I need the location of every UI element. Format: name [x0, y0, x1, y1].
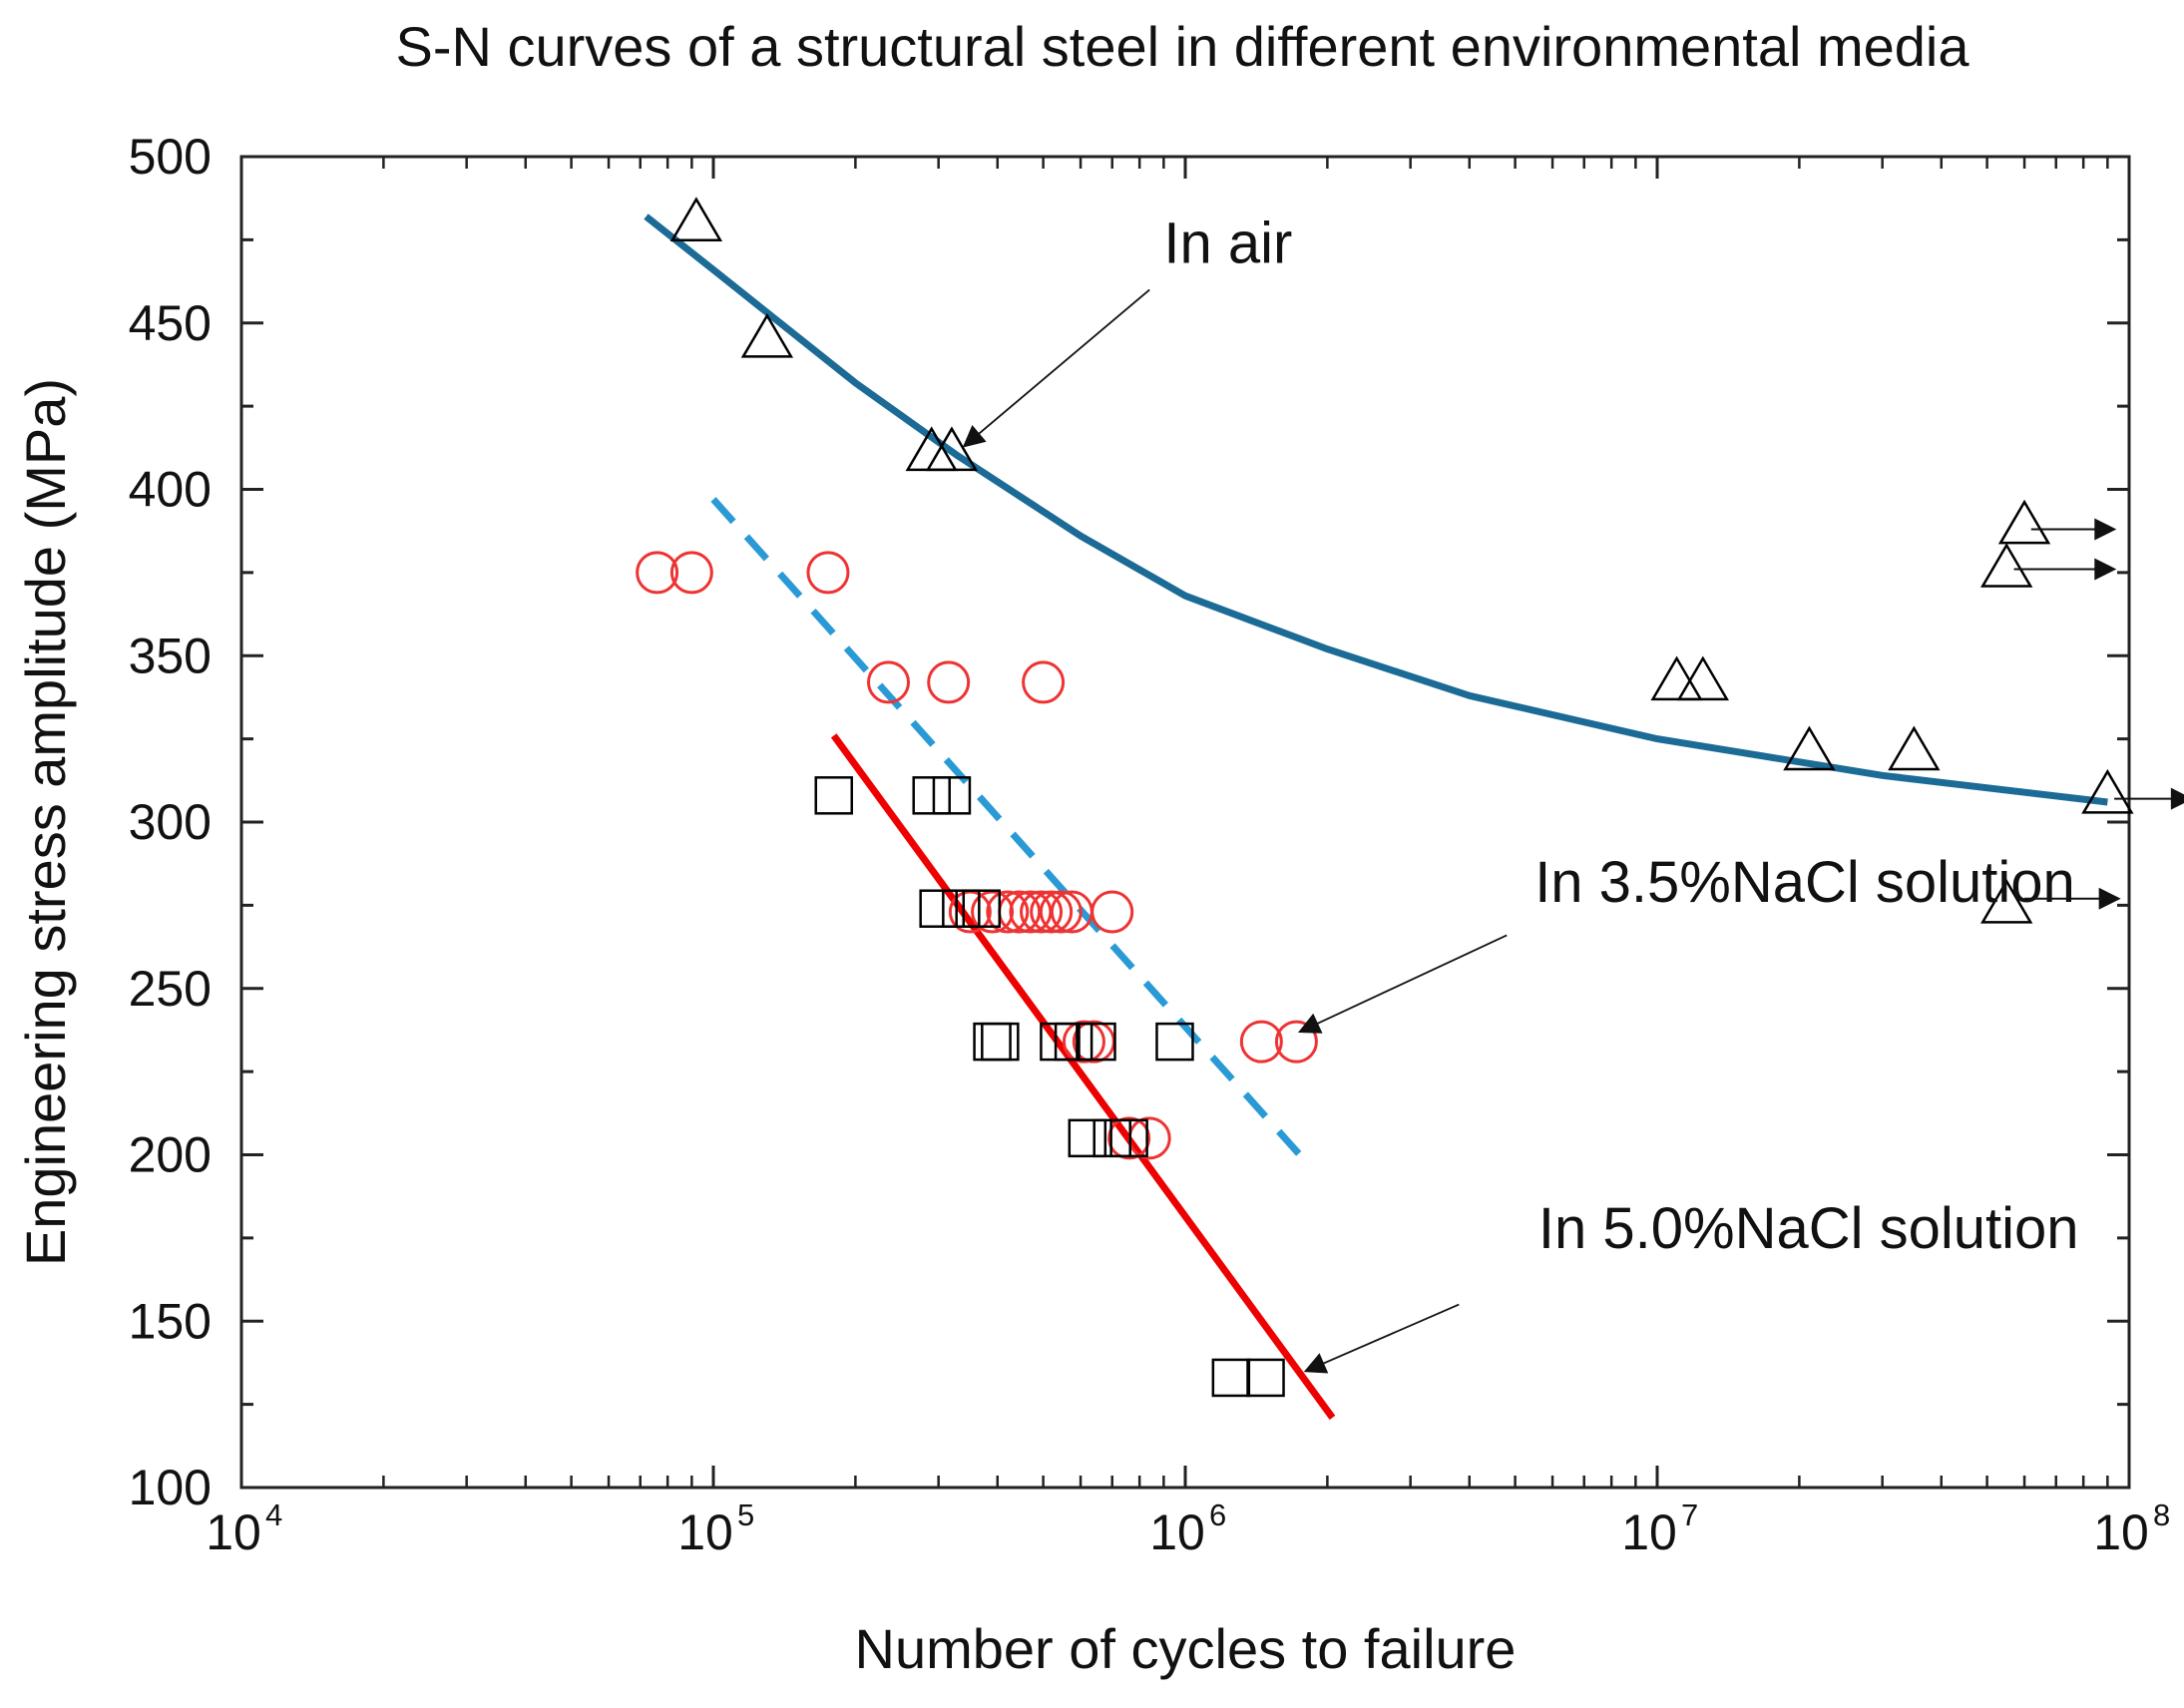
x-tick-label-exponent: 6 — [1209, 1497, 1226, 1532]
runout-arrows — [2013, 518, 2184, 910]
circle-point — [1030, 890, 1074, 934]
y-tick-label: 150 — [129, 1293, 212, 1349]
x-tick-label-base: 10 — [677, 1504, 733, 1560]
y-tick-label: 200 — [129, 1127, 212, 1183]
triangle-point — [925, 426, 979, 472]
axis-ticks — [239, 155, 2131, 1490]
square-point — [981, 1022, 1020, 1062]
triangle-point — [1980, 543, 2033, 588]
triangle-point — [1997, 499, 2051, 545]
square-point — [919, 889, 958, 928]
circle-point — [948, 890, 992, 934]
circle-point — [867, 660, 911, 704]
circle-point — [1091, 890, 1134, 934]
fit-lines — [644, 214, 2108, 1421]
square-point — [1054, 1022, 1093, 1062]
y-tick-label: 300 — [129, 794, 212, 850]
square-point — [1078, 1022, 1116, 1062]
y-tick-labels: 100 150 200 250 300 350 400 450 500 — [129, 129, 212, 1515]
triangle-point — [1980, 878, 2033, 924]
circle-point — [1062, 1020, 1105, 1064]
circle-point — [1107, 1116, 1151, 1160]
chart-title: S-N curves of a structural steel in diff… — [395, 15, 1969, 78]
circle-point — [1022, 660, 1066, 704]
y-tick-label: 400 — [129, 462, 212, 518]
circle-point — [998, 890, 1042, 934]
y-axis-title: Engineering stress amplitude (MPa) — [14, 378, 77, 1266]
annotation-arrow — [962, 288, 1150, 448]
triangle-point — [669, 197, 723, 241]
annotation-label: In 3.5%NaCl solution — [1534, 850, 2075, 915]
annotation-arrow — [1303, 1303, 1460, 1374]
triangle-point — [1888, 725, 1941, 771]
circle-point — [971, 890, 1015, 934]
fit-line — [830, 733, 1336, 1421]
circle-point — [1020, 890, 1064, 934]
x-tick-label-exponent: 8 — [2153, 1497, 2170, 1532]
x-tick-label-base: 10 — [1621, 1504, 1677, 1560]
x-tick-label-base: 10 — [2093, 1504, 2149, 1560]
x-axis-title: Number of cycles to failure — [855, 1617, 1517, 1680]
square-point — [814, 776, 853, 815]
x-tick-label-exponent: 4 — [265, 1497, 282, 1532]
circle-point — [1274, 1020, 1318, 1064]
x-tick-label-base: 10 — [1149, 1504, 1205, 1560]
square-point — [973, 1022, 1012, 1062]
triangle-point — [740, 312, 794, 358]
square-point — [1155, 1022, 1194, 1062]
circle-point — [636, 551, 679, 595]
data-markers — [636, 197, 2134, 1398]
annotations: In air In 3.5%NaCl solution In 5.0%NaCl so… — [962, 212, 2079, 1374]
x-tick-label-base: 10 — [206, 1504, 261, 1560]
y-tick-label: 450 — [129, 295, 212, 351]
triangle-point — [1650, 655, 1703, 701]
square-point — [1068, 1118, 1107, 1158]
x-tick-label-exponent: 5 — [737, 1497, 754, 1532]
y-tick-label: 500 — [129, 129, 212, 185]
fit-line-dashed — [710, 497, 1309, 1164]
annotation-label: In air — [1163, 212, 1292, 276]
square-point — [932, 776, 972, 815]
triangle-point — [1783, 725, 1836, 771]
plot-frame — [239, 155, 2131, 1490]
circle-point — [806, 551, 850, 595]
square-point — [1211, 1358, 1251, 1398]
y-tick-label: 100 — [129, 1460, 212, 1515]
annotation-arrow — [1297, 934, 1508, 1034]
triangle-point — [2081, 768, 2134, 814]
triangle-point — [1676, 655, 1730, 701]
annotation-label: In 5.0%NaCl solution — [1538, 1196, 2079, 1261]
y-tick-label: 350 — [129, 628, 212, 683]
x-tick-label-exponent: 7 — [1681, 1497, 1698, 1532]
circle-point — [927, 660, 971, 704]
square-point — [942, 889, 981, 928]
circle-point — [1239, 1020, 1283, 1064]
fit-line — [644, 214, 2108, 806]
square-point — [1246, 1358, 1285, 1398]
square-point — [962, 889, 1002, 928]
circle-point — [986, 890, 1030, 934]
x-tick-labels: 10 4 10 5 10 6 10 7 10 8 — [206, 1497, 2170, 1560]
circle-point — [669, 551, 713, 595]
circle-point — [1039, 890, 1083, 934]
y-tick-label: 250 — [129, 961, 212, 1017]
square-point — [912, 776, 951, 815]
square-point — [1109, 1118, 1148, 1158]
